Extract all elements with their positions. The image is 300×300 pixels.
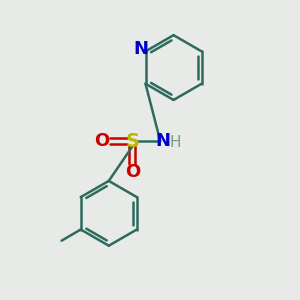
Text: O: O [125,163,140,181]
Text: O: O [94,132,109,150]
Text: N: N [155,132,170,150]
Text: N: N [133,40,148,58]
Text: S: S [125,132,139,151]
Text: H: H [170,135,182,150]
